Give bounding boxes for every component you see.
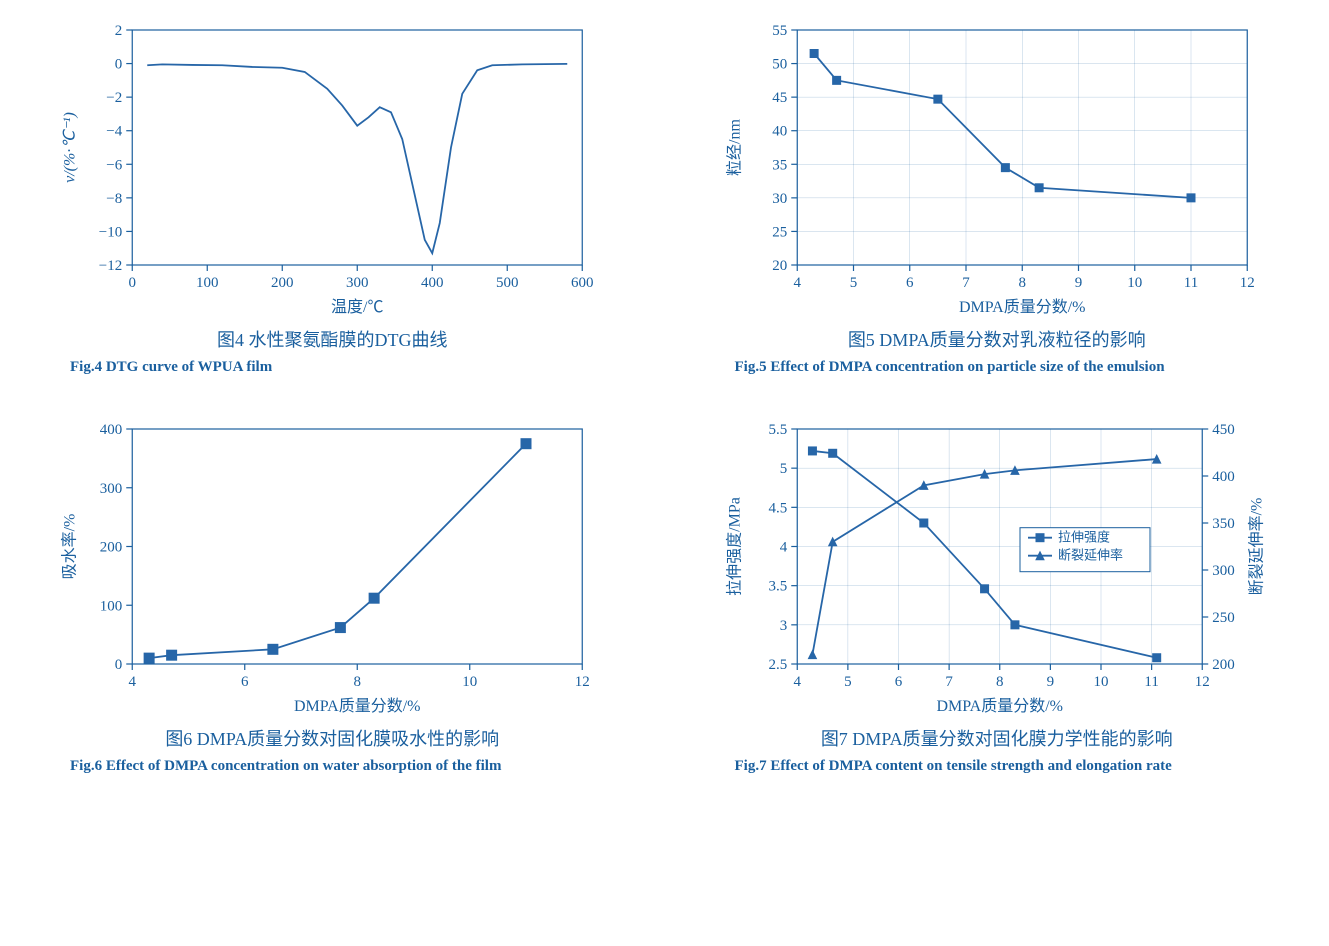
svg-text:300: 300 [346,275,369,291]
svg-text:8: 8 [996,674,1004,690]
svg-text:250: 250 [1212,610,1235,626]
svg-text:45: 45 [772,90,787,106]
figure-6: 4 6 8 10 12 0 100 200 300 400 DMPA质量分数/% 吸水率/% 图6 D… [20,419,645,778]
svg-text:5: 5 [849,275,857,291]
figure-grid: 0100200300400500600−12−10−8−6−4−202温度/℃v… [20,20,1309,777]
fig4-caption-cn: 图4 水性聚氨酯膜的DTG曲线 [40,326,625,352]
svg-text:500: 500 [496,275,519,291]
svg-text:7: 7 [962,275,970,291]
svg-text:4: 4 [779,539,787,555]
svg-text:300: 300 [1212,563,1235,579]
svg-text:11: 11 [1183,275,1197,291]
svg-text:200: 200 [271,275,294,291]
svg-text:5.5: 5.5 [768,422,787,438]
svg-text:拉伸强度: 拉伸强度 [1058,529,1110,544]
svg-text:12: 12 [1194,674,1209,690]
svg-text:−12: −12 [99,258,122,274]
fig6-caption-en: Fig.6 Effect of DMPA concentration on wa… [40,755,625,778]
svg-text:100: 100 [196,275,219,291]
svg-text:0: 0 [115,657,123,673]
svg-text:断裂延伸率: 断裂延伸率 [1058,547,1123,562]
svg-text:10: 10 [462,674,477,690]
svg-text:4: 4 [129,674,137,690]
svg-text:200: 200 [1212,657,1235,673]
fig5-caption-cn: 图5 DMPA质量分数对乳液粒径的影响 [705,326,1290,352]
svg-text:4: 4 [793,674,801,690]
svg-text:12: 12 [575,674,590,690]
svg-text:6: 6 [241,674,249,690]
svg-text:温度/℃: 温度/℃ [331,298,383,316]
svg-text:−6: −6 [106,157,122,173]
svg-text:400: 400 [100,422,123,438]
svg-text:2.5: 2.5 [768,657,787,673]
svg-text:450: 450 [1212,422,1235,438]
fig7-chart: 4 5 6 7 8 9 10 11 12 2.5 3 3.5 4 4.5 5 5.5 200 250 300 350 4… [685,419,1310,719]
svg-text:0: 0 [129,275,137,291]
svg-text:8: 8 [1018,275,1026,291]
svg-text:5: 5 [779,461,787,477]
fig4-caption-en: Fig.4 DTG curve of WPUA film [40,356,625,379]
svg-text:吸水率/%: 吸水率/% [60,513,78,579]
svg-text:DMPA质量分数/%: DMPA质量分数/% [958,298,1085,316]
svg-text:55: 55 [772,23,787,39]
svg-text:400: 400 [421,275,444,291]
svg-text:−8: −8 [106,191,122,207]
svg-text:9: 9 [1074,275,1082,291]
svg-text:0: 0 [115,57,123,73]
svg-text:11: 11 [1144,674,1158,690]
svg-text:粒经/nm: 粒经/nm [725,119,743,176]
svg-text:6: 6 [894,674,902,690]
svg-text:300: 300 [100,480,123,496]
fig5-chart: 4567891011122025303540455055DMPA质量分数/%粒经… [685,20,1310,320]
svg-text:−2: −2 [106,90,122,106]
svg-text:DMPA质量分数/%: DMPA质量分数/% [294,697,421,715]
fig4-chart: 0 100 200 300 400 500 600 −12 −10 −8 −6 −4 −2 0 2 温度/℃ v… [20,20,645,320]
figure-4: 0 100 200 300 400 500 600 −12 −10 −8 −6 −4 −2 0 2 温度/℃ v… [20,20,645,379]
svg-text:350: 350 [1212,516,1235,532]
svg-text:20: 20 [772,258,787,274]
svg-text:v/(%·℃⁻¹): v/(%·℃⁻¹) [61,112,78,183]
svg-text:12: 12 [1239,275,1254,291]
svg-text:6: 6 [906,275,914,291]
figure-7: 4 5 6 7 8 9 10 11 12 2.5 3 3.5 4 4.5 5 5.5 200 250 300 350 4… [685,419,1310,778]
svg-text:2: 2 [115,23,123,39]
fig5-caption-en: Fig.5 Effect of DMPA concentration on pa… [705,356,1290,379]
fig7-caption-en: Fig.7 Effect of DMPA content on tensile … [705,755,1290,778]
fig6-chart: 4 6 8 10 12 0 100 200 300 400 DMPA质量分数/% 吸水率/% [20,419,645,719]
svg-text:10: 10 [1093,674,1108,690]
svg-text:DMPA质量分数/%: DMPA质量分数/% [936,697,1063,715]
figure-5: 4567891011122025303540455055DMPA质量分数/%粒经… [685,20,1310,379]
svg-text:40: 40 [772,124,787,140]
svg-text:断裂延伸率/%: 断裂延伸率/% [1247,497,1265,595]
svg-text:9: 9 [1046,674,1054,690]
svg-text:3: 3 [779,617,787,633]
svg-text:400: 400 [1212,469,1235,485]
fig6-caption-cn: 图6 DMPA质量分数对固化膜吸水性的影响 [40,725,625,751]
svg-text:30: 30 [772,191,787,207]
svg-text:50: 50 [772,57,787,73]
svg-text:8: 8 [354,674,362,690]
svg-text:25: 25 [772,224,787,240]
svg-text:600: 600 [571,275,594,291]
svg-text:−10: −10 [99,224,122,240]
svg-text:4.5: 4.5 [768,500,787,516]
svg-text:3.5: 3.5 [768,578,787,594]
svg-text:5: 5 [844,674,852,690]
svg-text:200: 200 [100,539,123,555]
svg-text:−4: −4 [106,124,122,140]
svg-text:拉伸强度/MPa: 拉伸强度/MPa [725,497,743,596]
svg-text:35: 35 [772,157,787,173]
fig7-caption-cn: 图7 DMPA质量分数对固化膜力学性能的影响 [705,725,1290,751]
svg-text:7: 7 [945,674,953,690]
svg-text:100: 100 [100,598,123,614]
svg-text:4: 4 [793,275,801,291]
svg-text:10: 10 [1127,275,1142,291]
